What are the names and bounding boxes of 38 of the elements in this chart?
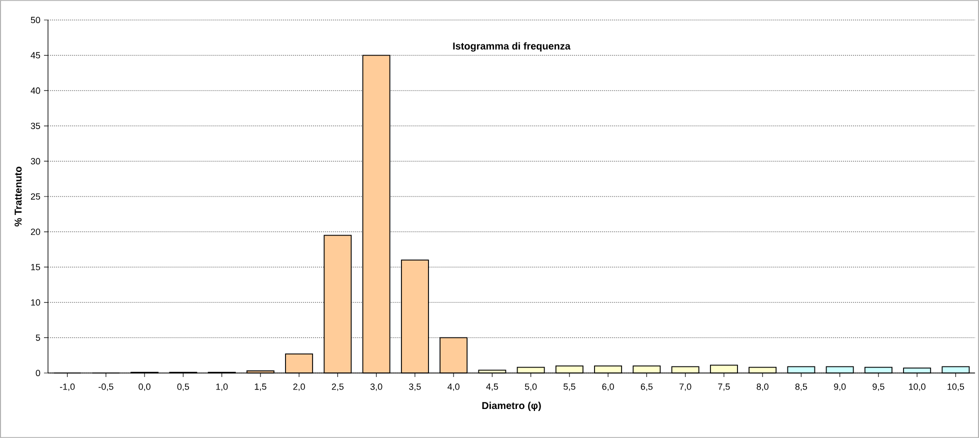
x-tick-label: 10,5 xyxy=(948,384,964,391)
text: Istogramma di frequenza xyxy=(453,42,571,52)
y-tick-label: 5 xyxy=(36,334,40,341)
x-tick-label: 8,5 xyxy=(795,384,808,391)
x-tick-label: 6,5 xyxy=(640,384,653,391)
x-tick-label: 7,0 xyxy=(680,384,692,391)
y-tick-label: 25 xyxy=(30,193,40,200)
y-axis-title: % Trattenuto xyxy=(14,166,22,226)
x-tick-label: 4,5 xyxy=(486,384,498,391)
x-tick-label: 2,0 xyxy=(293,384,305,391)
x-tick-label: 5,5 xyxy=(564,384,576,391)
x-tick-label: 9,5 xyxy=(872,384,884,391)
x-tick-label: 6,0 xyxy=(602,384,614,391)
x-tick-label: 9,0 xyxy=(834,384,846,391)
x-tick-label: 0,0 xyxy=(138,384,150,391)
x-tick-label: 1,5 xyxy=(254,384,266,391)
x-tick-label: 4,0 xyxy=(448,384,460,391)
x-tick-label: 0,5 xyxy=(177,384,190,391)
y-tick-label: 20 xyxy=(30,228,40,235)
x-tick-label: 8,0 xyxy=(756,384,768,391)
y-tick-label: 40 xyxy=(30,87,40,94)
x-tick-label: 3,0 xyxy=(370,384,382,391)
y-tick-label: 45 xyxy=(30,52,40,58)
x-tick-label: -0,5 xyxy=(98,384,114,391)
x-tick-label: 5,0 xyxy=(524,384,537,391)
x-tick-label: 2,5 xyxy=(332,384,344,391)
y-tick-label: 35 xyxy=(30,122,40,130)
x-tick-label: 7,5 xyxy=(718,384,730,391)
x-tick-label: -1,0 xyxy=(60,384,75,391)
y-tick-label: 15 xyxy=(31,264,40,270)
x-tick-label: 1,0 xyxy=(216,384,228,391)
y-tick-label: 10 xyxy=(31,299,40,306)
y-tick-label: 0 xyxy=(36,370,40,376)
x-tick-label: 3,5 xyxy=(409,384,421,391)
y-tick-label: 30 xyxy=(30,158,40,164)
x-axis-title: Diametro (φ) xyxy=(482,402,541,412)
x-tick-label: 10,0 xyxy=(909,384,926,391)
y-tick-label: 50 xyxy=(30,16,40,24)
